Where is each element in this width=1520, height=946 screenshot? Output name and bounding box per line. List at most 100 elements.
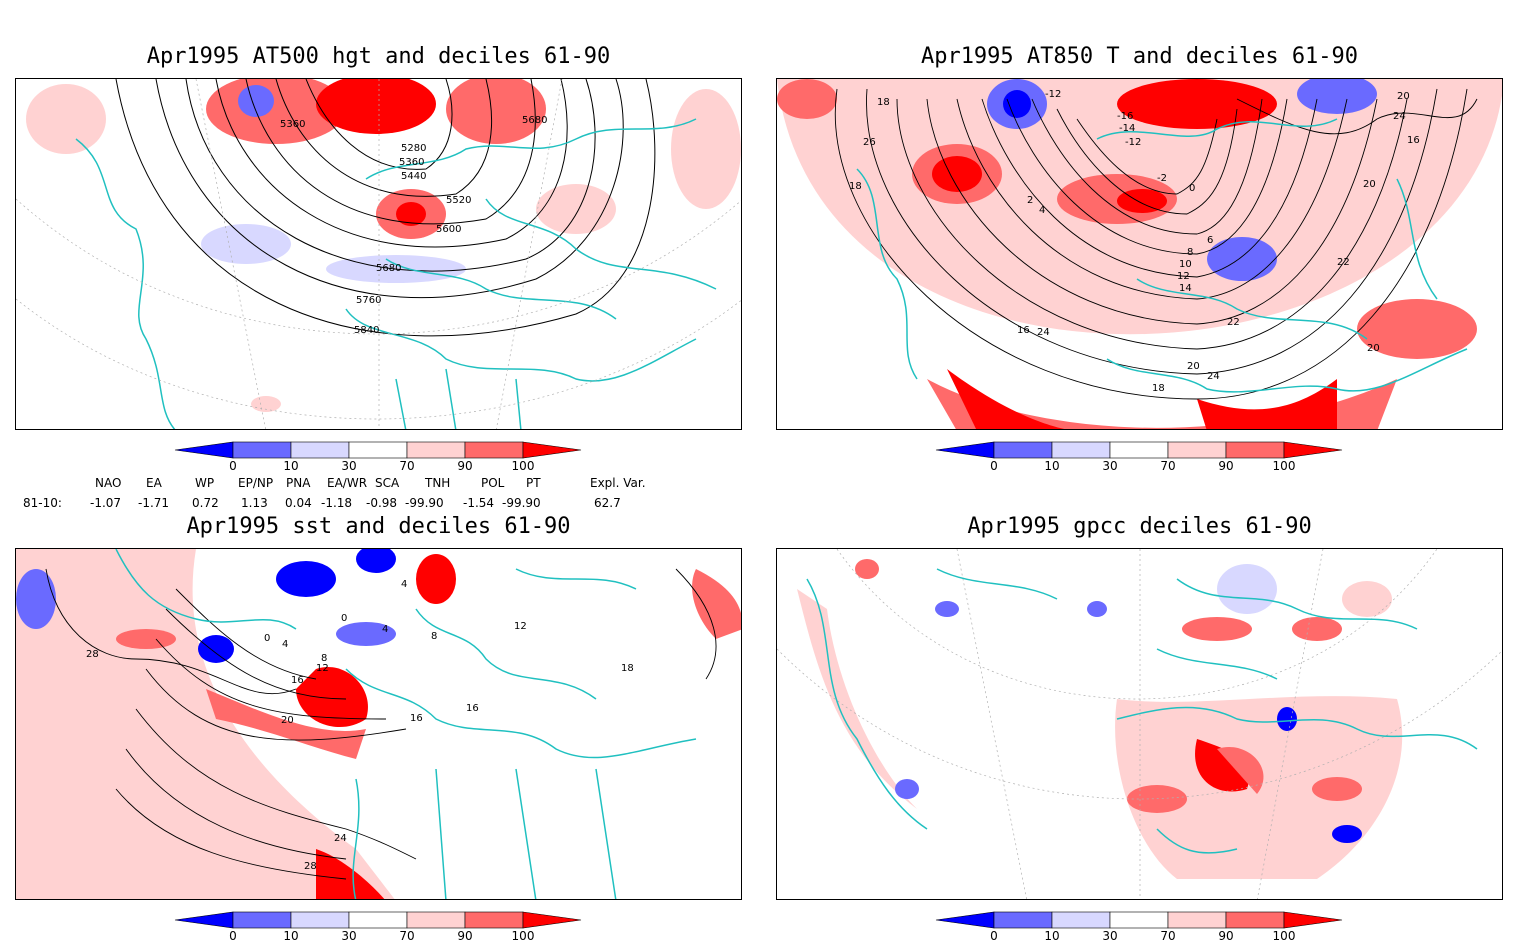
index-name: EA: [146, 476, 162, 490]
sst-label: 8: [321, 653, 327, 664]
sst-label: 24: [334, 833, 347, 844]
sst-label: 8: [431, 631, 437, 642]
t850-label: -14: [1119, 123, 1135, 134]
hgt-label: 5680: [522, 115, 547, 126]
t850-label: 18: [849, 181, 862, 192]
t850-label: -12: [1125, 137, 1141, 148]
index-value: 62.7: [594, 496, 621, 510]
index-name: TNH: [425, 476, 451, 490]
colorbar-tick-label: 30: [341, 459, 356, 473]
colorbar-segment: [406, 441, 466, 459]
t850-label: 20: [1187, 361, 1200, 372]
colorbar-segment: [935, 911, 995, 929]
index-name: EA/WR: [327, 476, 368, 490]
sst-label: 12: [316, 663, 329, 674]
t850-label: 20: [1363, 179, 1376, 190]
colorbar-gpcc: 0 10 30 70 90 100: [935, 910, 1356, 946]
colorbar-tick-label: 90: [457, 459, 472, 473]
colorbar-tick-label: 10: [283, 459, 298, 473]
colorbar-segment: [232, 441, 292, 459]
colorbar-segment: [522, 911, 582, 929]
colorbar-tick-label: 70: [399, 459, 414, 473]
sst-label: 28: [86, 649, 99, 660]
index-name: PNA: [286, 476, 311, 490]
colorbar-segment: [290, 911, 350, 929]
map-gpcc: [776, 548, 1503, 900]
colorbar-segment: [1051, 911, 1111, 929]
sst-label: 18: [621, 663, 634, 674]
colorbar-tick-label: 0: [990, 459, 998, 473]
colorbar-tick-label: 100: [512, 929, 535, 943]
t850-label: 16: [1017, 325, 1030, 336]
colorbar-tick-label: 0: [229, 459, 237, 473]
colorbar-segment: [290, 441, 350, 459]
colorbar-tick-label: 70: [1160, 459, 1175, 473]
sst-label: 16: [291, 675, 304, 686]
colorbar-sst: 0 10 30 70 90 100: [174, 910, 595, 946]
hgt-label: 5600: [436, 224, 461, 235]
t850-label: 18: [877, 97, 890, 108]
index-value: -1.54: [463, 496, 495, 510]
index-name: WP: [195, 476, 215, 490]
map-t850: -12 -16 -14 -12 -2 0 2 4 6 8 10 12 14 16…: [776, 78, 1503, 430]
colorbar-segment: [1167, 441, 1227, 459]
map-t850-graphic: -12 -16 -14 -12 -2 0 2 4 6 8 10 12 14 16…: [777, 79, 1502, 429]
t850-label: 18: [1152, 383, 1165, 394]
t850-label: 2: [1027, 195, 1033, 206]
index-value: -99.90: [502, 496, 541, 510]
sst-label: 4: [401, 579, 407, 590]
colorbar-t850: 0 10 30 70 90 100: [935, 440, 1356, 476]
index-value: -99.90: [405, 496, 444, 510]
index-value: -1.07: [90, 496, 122, 510]
sst-label: 0: [264, 633, 270, 644]
sst-label: 28: [304, 861, 317, 872]
t850-label: 14: [1179, 283, 1192, 294]
colorbar-tick-label: 30: [1102, 929, 1117, 943]
colorbar-tick-label: 100: [512, 459, 535, 473]
colorbar-tick-label: 90: [457, 929, 472, 943]
sst-label: 16: [410, 713, 423, 724]
colorbar-hgt500-graphic: 0 10 30 70 90 100: [174, 441, 582, 473]
t850-label: 0: [1189, 183, 1195, 194]
colorbar-segment: [1051, 441, 1111, 459]
t850-label: 20: [1397, 91, 1410, 102]
colorbar-hgt500: 0 10 30 70 90 100: [174, 440, 595, 476]
index-value: 0.04: [285, 496, 312, 510]
t850-label: 26: [863, 137, 876, 148]
colorbar-tick-label: 0: [990, 929, 998, 943]
colorbar-tick-label: 0: [229, 929, 237, 943]
t850-label: 12: [1177, 271, 1190, 282]
panel-title-t850: Apr1995 AT850 T and deciles 61-90: [920, 44, 1359, 69]
t850-label: 6: [1207, 235, 1213, 246]
colorbar-segment: [993, 911, 1053, 929]
map-gpcc-graphic: [777, 549, 1502, 899]
panel-title-hgt500: Apr1995 AT500 hgt and deciles 61-90: [146, 44, 611, 69]
t850-label: 22: [1227, 317, 1240, 328]
t850-label: 20: [1367, 343, 1380, 354]
colorbar-segment: [935, 441, 995, 459]
t850-label: 24: [1037, 327, 1050, 338]
t850-label: 4: [1039, 205, 1045, 216]
index-name: SCA: [375, 476, 400, 490]
t850-label: -12: [1045, 89, 1061, 100]
colorbar-segment: [522, 441, 582, 459]
hgt-label: 5280: [401, 143, 426, 154]
colorbar-segment: [464, 441, 524, 459]
colorbar-segment: [993, 441, 1053, 459]
t850-label: 22: [1337, 257, 1350, 268]
index-name: POL: [481, 476, 505, 490]
index-row-label: 81-10:: [23, 496, 62, 510]
colorbar-segment: [174, 441, 234, 459]
hgt-label: 5360: [280, 119, 305, 130]
index-value: -0.98: [366, 496, 398, 510]
t850-label: -16: [1117, 111, 1133, 122]
colorbar-segment: [1283, 911, 1343, 929]
hgt-label: 5440: [401, 171, 426, 182]
index-name: PT: [526, 476, 541, 490]
hgt-label: 5760: [356, 295, 381, 306]
t850-label: 10: [1179, 259, 1192, 270]
index-value: 0.72: [192, 496, 219, 510]
colorbar-segment: [1225, 911, 1285, 929]
colorbar-segment: [232, 911, 292, 929]
colorbar-tick-label: 30: [1102, 459, 1117, 473]
